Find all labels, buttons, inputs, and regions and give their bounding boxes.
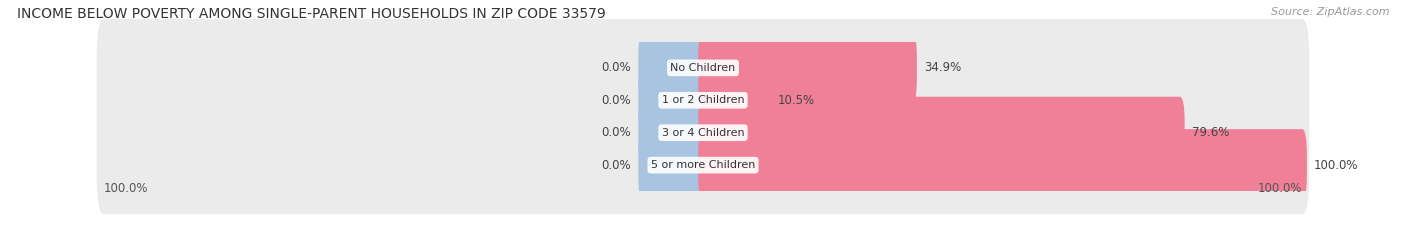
Text: 100.0%: 100.0% xyxy=(1315,159,1358,172)
Text: 79.6%: 79.6% xyxy=(1192,126,1229,139)
FancyBboxPatch shape xyxy=(97,84,1309,182)
FancyBboxPatch shape xyxy=(638,32,707,104)
Text: 34.9%: 34.9% xyxy=(924,61,962,74)
Text: No Children: No Children xyxy=(671,63,735,73)
FancyBboxPatch shape xyxy=(699,64,770,136)
Text: 0.0%: 0.0% xyxy=(602,159,631,172)
Text: INCOME BELOW POVERTY AMONG SINGLE-PARENT HOUSEHOLDS IN ZIP CODE 33579: INCOME BELOW POVERTY AMONG SINGLE-PARENT… xyxy=(17,7,606,21)
Text: 100.0%: 100.0% xyxy=(104,182,149,195)
Text: 100.0%: 100.0% xyxy=(1257,182,1302,195)
FancyBboxPatch shape xyxy=(638,129,707,201)
Text: Source: ZipAtlas.com: Source: ZipAtlas.com xyxy=(1271,7,1389,17)
Text: 10.5%: 10.5% xyxy=(778,94,815,107)
FancyBboxPatch shape xyxy=(638,97,707,169)
FancyBboxPatch shape xyxy=(97,51,1309,149)
FancyBboxPatch shape xyxy=(638,64,707,136)
FancyBboxPatch shape xyxy=(97,116,1309,214)
Text: 1 or 2 Children: 1 or 2 Children xyxy=(662,95,744,105)
FancyBboxPatch shape xyxy=(699,97,1185,169)
Text: 0.0%: 0.0% xyxy=(602,61,631,74)
Text: 0.0%: 0.0% xyxy=(602,94,631,107)
Text: 3 or 4 Children: 3 or 4 Children xyxy=(662,128,744,138)
FancyBboxPatch shape xyxy=(699,32,917,104)
FancyBboxPatch shape xyxy=(97,19,1309,117)
Text: 0.0%: 0.0% xyxy=(602,126,631,139)
FancyBboxPatch shape xyxy=(699,129,1306,201)
Text: 5 or more Children: 5 or more Children xyxy=(651,160,755,170)
